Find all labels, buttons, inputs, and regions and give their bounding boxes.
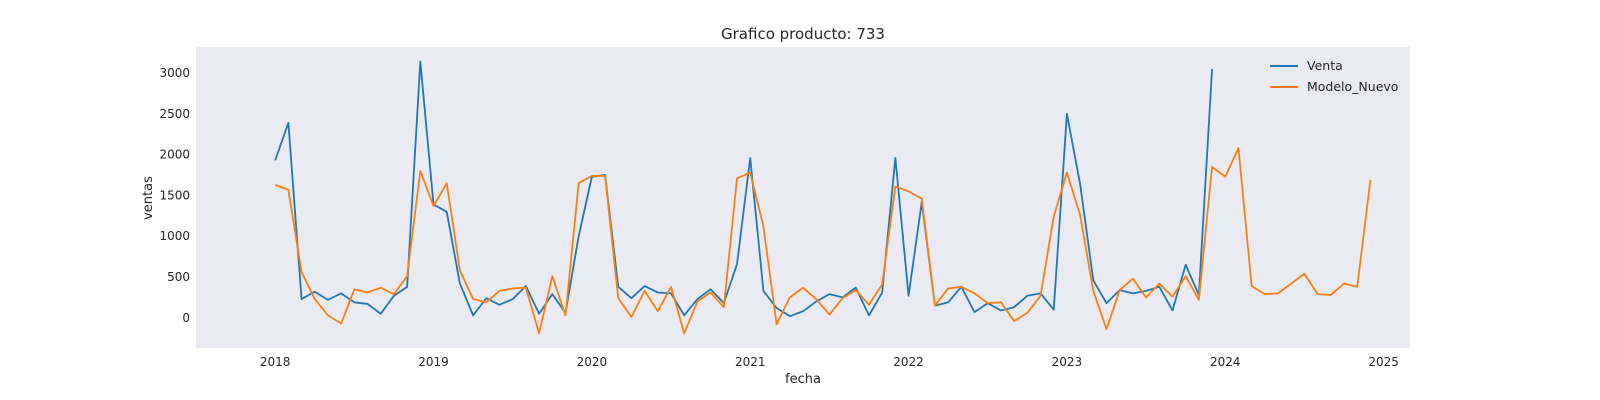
chart-title: Grafico producto: 733 — [721, 25, 885, 43]
x-tick-label: 2022 — [893, 355, 924, 369]
series-layer — [274, 60, 1372, 335]
plot-area — [196, 47, 1410, 348]
x-axis-label: fecha — [785, 372, 821, 387]
y-axis-label: ventas — [141, 176, 156, 220]
x-tick-label: 2025 — [1368, 355, 1399, 369]
x-tick-label: 2019 — [418, 355, 449, 369]
x-tick-label: 2021 — [735, 355, 766, 369]
series-line-modelo-nuevo — [274, 147, 1372, 335]
x-axis-ticks: 2018 2019 2020 2021 2022 2023 2024 2025 — [260, 355, 1399, 369]
x-tick-label: 2024 — [1210, 355, 1241, 369]
y-tick-label: 1500 — [159, 188, 190, 202]
legend: Venta Modelo_Nuevo — [1270, 58, 1398, 94]
y-tick-label: 3000 — [159, 66, 190, 80]
y-axis-ticks: 0 500 1000 1500 2000 2500 3000 — [159, 66, 190, 325]
x-tick-label: 2020 — [577, 355, 608, 369]
legend-label-venta: Venta — [1307, 58, 1343, 73]
y-tick-label: 2500 — [159, 107, 190, 121]
series-line-venta — [274, 60, 1213, 318]
legend-label-modelo-nuevo: Modelo_Nuevo — [1307, 79, 1398, 94]
y-tick-label: 500 — [167, 270, 190, 284]
x-tick-label: 2018 — [260, 355, 291, 369]
x-tick-label: 2023 — [1052, 355, 1083, 369]
y-tick-label: 0 — [182, 311, 190, 325]
y-tick-label: 2000 — [159, 148, 190, 162]
y-tick-label: 1000 — [159, 229, 190, 243]
